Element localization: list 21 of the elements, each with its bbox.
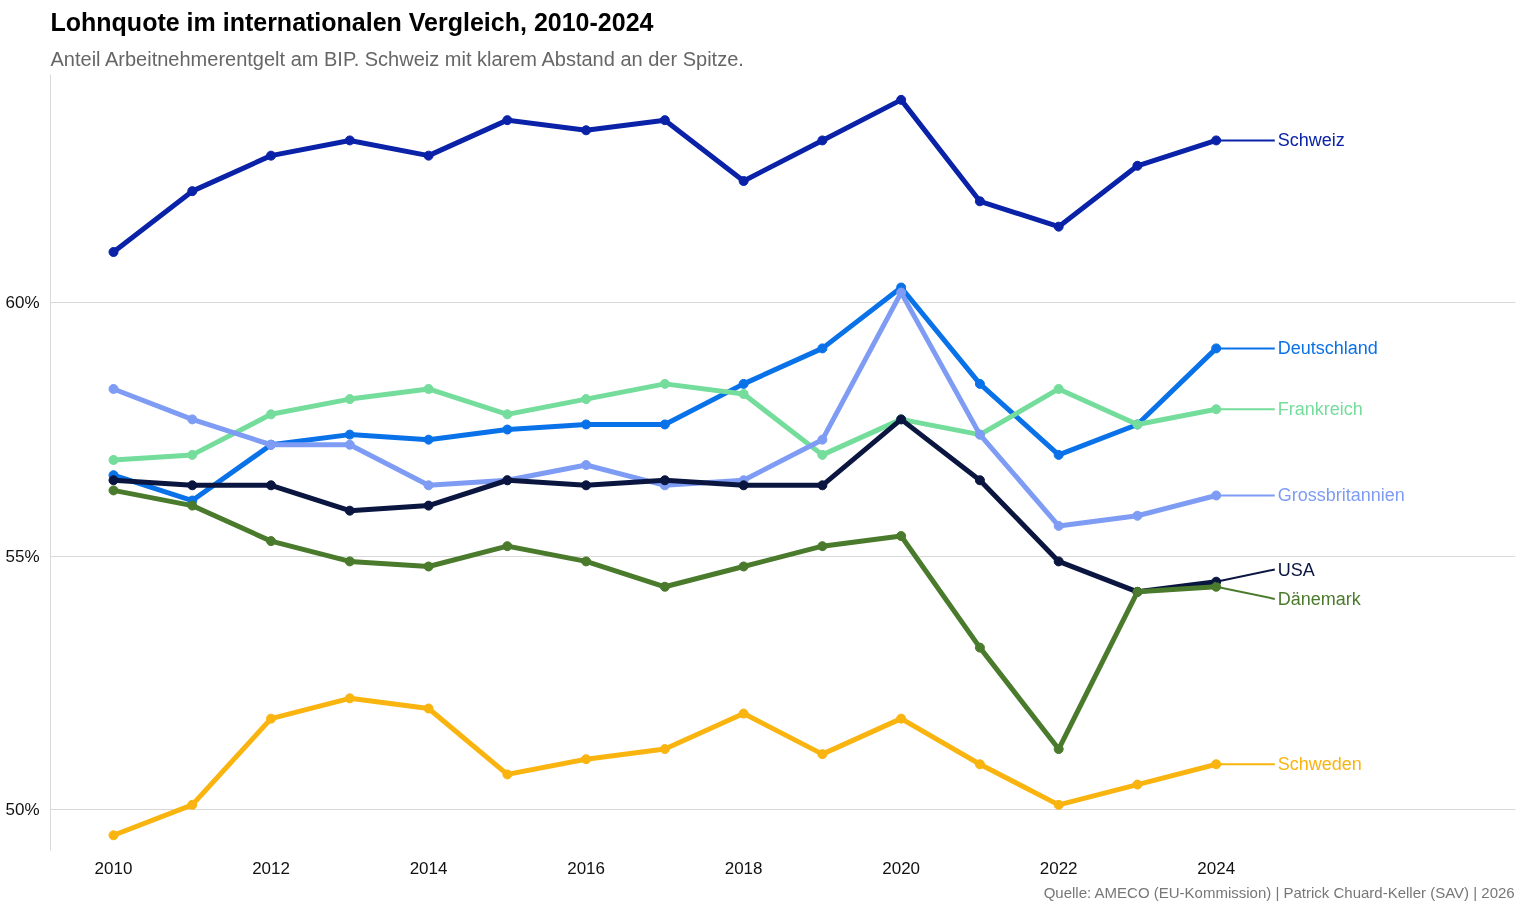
chart-title: Lohnquote im internationalen Vergleich, 2010-2024 — [50, 7, 654, 36]
legend-label: Dänemark — [1277, 588, 1362, 609]
x-tick-label: 2024 — [1197, 858, 1236, 878]
legend-label: Frankreich — [1277, 399, 1363, 420]
y-tick-label: 60% — [5, 293, 40, 313]
x-tick-label: 2014 — [409, 858, 448, 878]
legend-label: Schweden — [1277, 754, 1362, 775]
legend-label: Grossbritannien — [1277, 485, 1405, 506]
y-tick-label: 55% — [5, 546, 40, 566]
x-tick-label: 2012 — [252, 858, 290, 878]
source-note: Quelle: AMECO (EU-Kommission) | Patrick Chuard-Keller (SAV) | 2026 — [1043, 883, 1515, 901]
legend-label: Deutschland — [1277, 338, 1378, 359]
x-tick-label: 2020 — [882, 858, 921, 878]
x-tick-label: 2010 — [94, 858, 133, 878]
legend-label: USA — [1277, 559, 1315, 580]
chart-subtitle: Anteil Arbeitnehmerentgelt am BIP. Schweiz mit klarem Abstand an der Spitze. — [50, 47, 744, 70]
legend-label: Schweiz — [1277, 130, 1345, 151]
x-tick-label: 2022 — [1039, 858, 1078, 878]
x-tick-label: 2016 — [567, 858, 606, 878]
y-tick-label: 50% — [5, 800, 40, 820]
x-tick-label: 2018 — [724, 858, 763, 878]
